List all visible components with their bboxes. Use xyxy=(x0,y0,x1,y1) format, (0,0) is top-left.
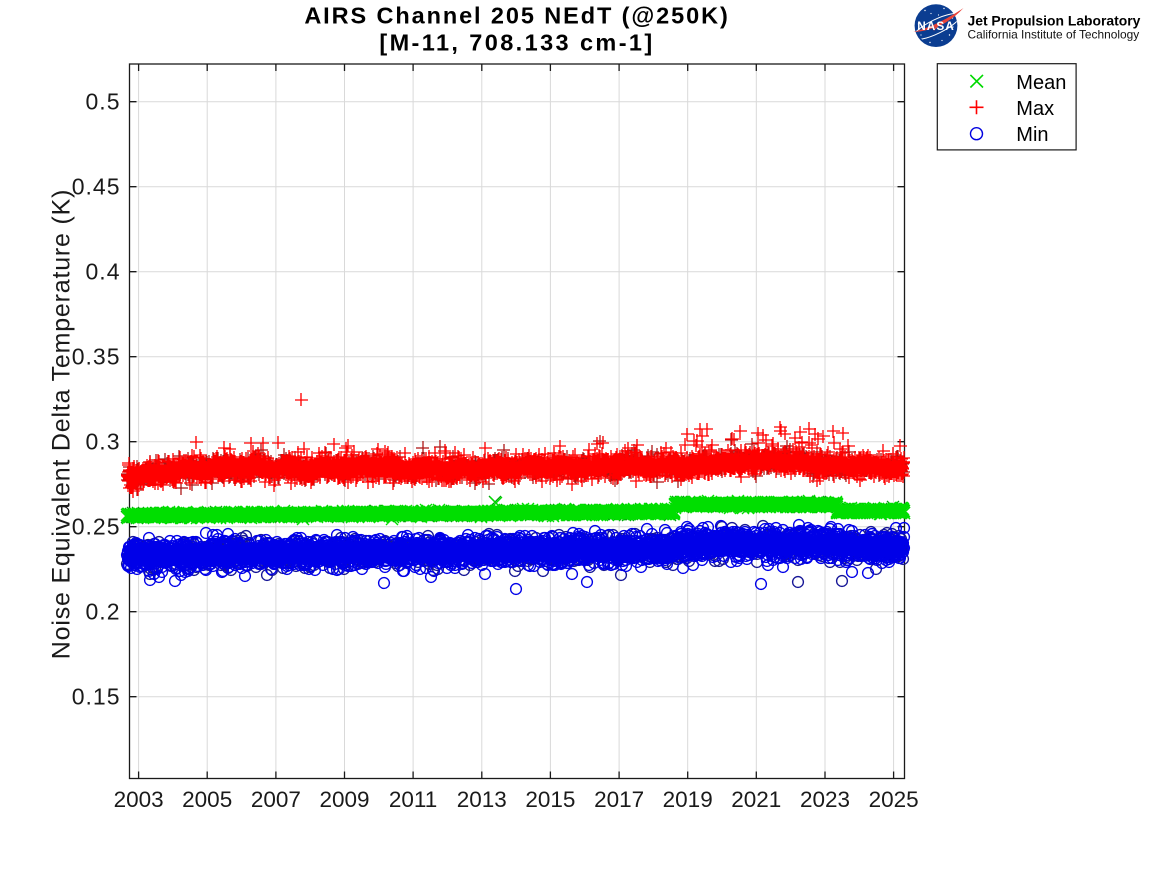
svg-text:Noise Equivalent Delta Tempera: Noise Equivalent Delta Temperature (K) xyxy=(48,189,76,659)
svg-text:Max: Max xyxy=(1016,98,1054,120)
svg-text:0.15: 0.15 xyxy=(72,684,121,710)
svg-text:AIRS Channel 205 NEdT (@250K): AIRS Channel 205 NEdT (@250K) xyxy=(304,3,729,29)
svg-text:Mean: Mean xyxy=(1016,72,1066,94)
svg-text:2025: 2025 xyxy=(869,787,919,812)
svg-text:NASA: NASA xyxy=(917,19,954,33)
svg-text:California Institute of Techno: California Institute of Technology xyxy=(968,27,1140,41)
svg-text:0.25: 0.25 xyxy=(72,514,121,540)
svg-text:0.35: 0.35 xyxy=(72,344,121,370)
svg-text:0.5: 0.5 xyxy=(86,89,121,115)
svg-text:2003: 2003 xyxy=(114,787,164,812)
svg-text:0.2: 0.2 xyxy=(86,599,121,625)
svg-text:0.3: 0.3 xyxy=(86,429,121,455)
svg-text:2015: 2015 xyxy=(525,787,575,812)
svg-text:2017: 2017 xyxy=(594,787,644,812)
svg-text:0.4: 0.4 xyxy=(86,259,121,285)
svg-text:0.45: 0.45 xyxy=(72,174,121,200)
svg-text:Jet Propulsion Laboratory: Jet Propulsion Laboratory xyxy=(968,12,1141,28)
svg-text:2021: 2021 xyxy=(731,787,781,812)
svg-text:2023: 2023 xyxy=(800,787,850,812)
svg-text:[M-11, 708.133 cm-1]: [M-11, 708.133 cm-1] xyxy=(379,30,654,56)
svg-text:2019: 2019 xyxy=(663,787,713,812)
svg-text:2009: 2009 xyxy=(319,787,369,812)
svg-text:Min: Min xyxy=(1016,124,1048,146)
svg-text:2011: 2011 xyxy=(389,787,437,812)
svg-text:2013: 2013 xyxy=(457,787,507,812)
svg-text:2007: 2007 xyxy=(251,787,301,812)
svg-text:2005: 2005 xyxy=(182,787,232,812)
